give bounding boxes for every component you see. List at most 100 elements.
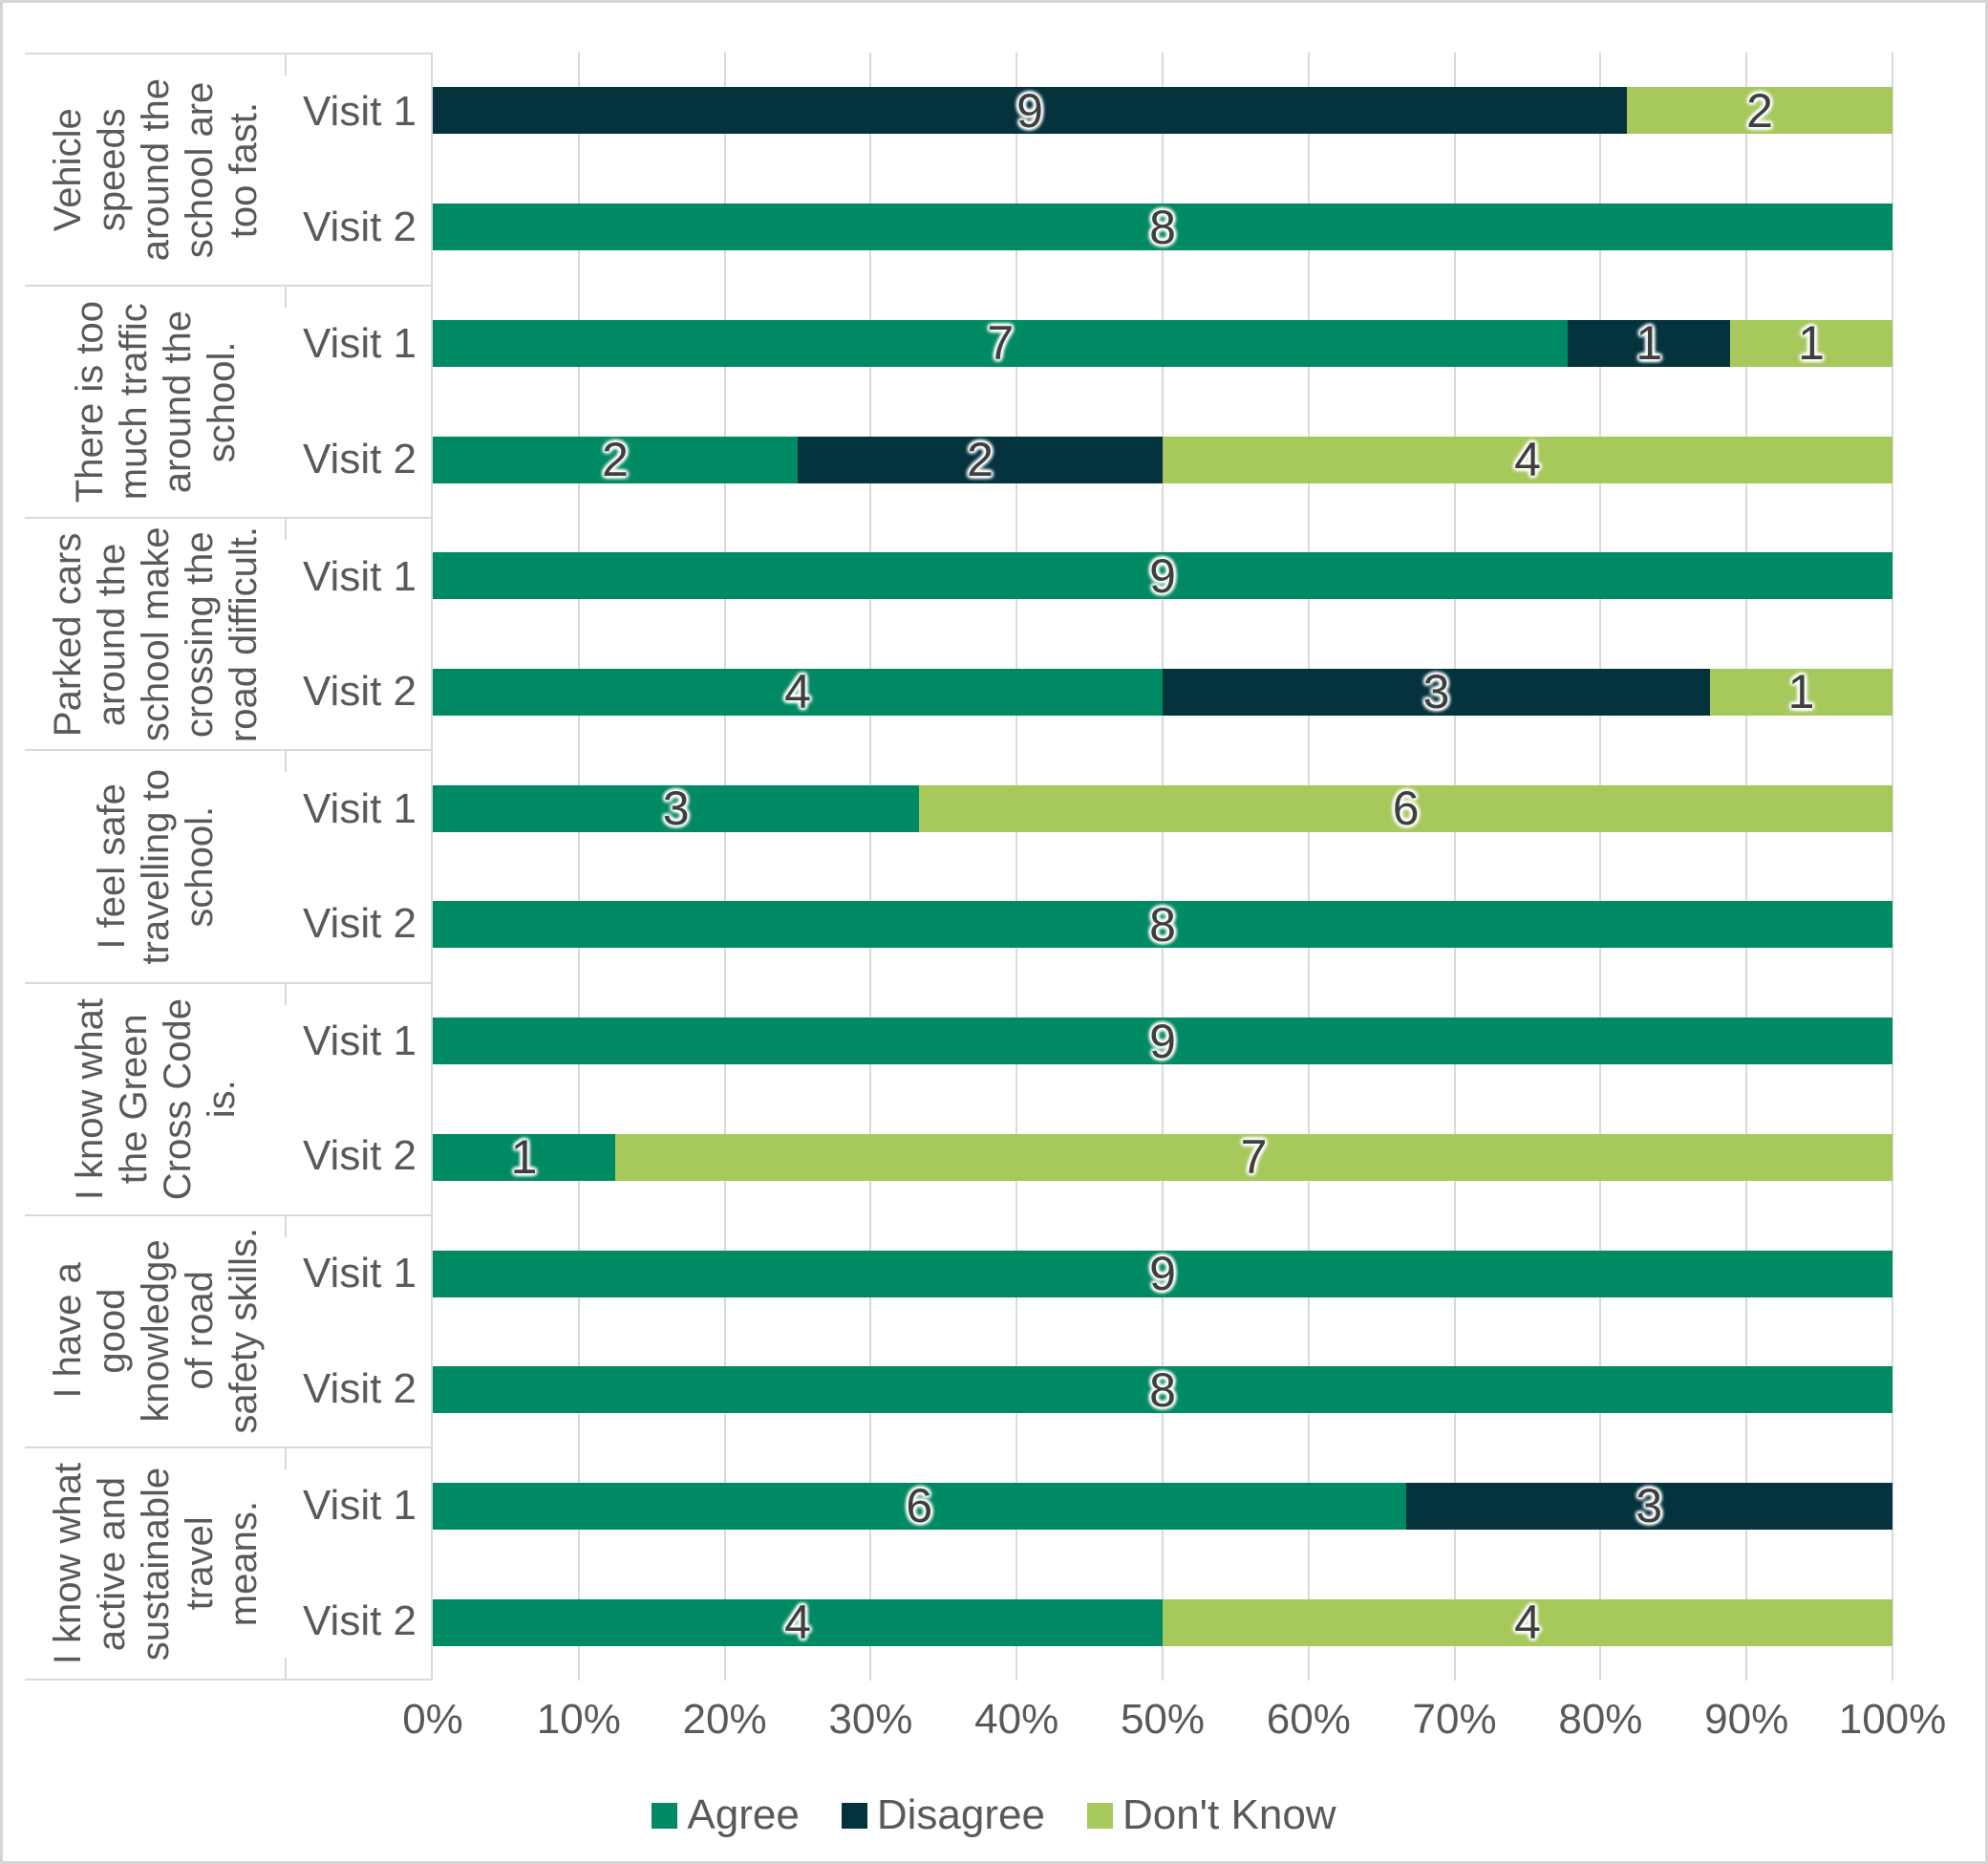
visit-cell: Visit 1 Visit 2 xyxy=(287,751,433,981)
data-label: 2 xyxy=(967,433,994,486)
x-axis-tick-label: 10% xyxy=(536,1696,621,1743)
x-axis: 0% 10% 20% 30% 40% 50% 60% 70% 80% 90% 100% xyxy=(402,1696,1946,1753)
bar-segment-disagree: 2 xyxy=(798,433,1163,486)
bar-segment-agree: 9 xyxy=(433,1247,1892,1300)
bar-segment-agree: 1 xyxy=(433,1130,615,1184)
bar-segment-agree: 4 xyxy=(433,1596,1163,1649)
x-axis-tick-label: 50% xyxy=(1120,1696,1206,1743)
bar-segment-agree: 4 xyxy=(433,665,1163,718)
legend-swatch-agree xyxy=(652,1802,678,1829)
gridline xyxy=(1599,53,1602,1681)
x-axis-tick-label: 60% xyxy=(1266,1696,1351,1743)
question-label: Parked cars around the school make cross… xyxy=(47,525,265,742)
data-label: 7 xyxy=(1240,1130,1268,1185)
question-cell: I have a good knowledge of road safety s… xyxy=(25,1216,287,1446)
bar-row: 8 xyxy=(433,1363,1892,1417)
visit-label: Visit 1 xyxy=(302,320,417,368)
question-label: I have a good knowledge of road safety s… xyxy=(47,1228,265,1435)
data-label: 8 xyxy=(1149,897,1176,952)
visit-label: Visit 1 xyxy=(302,784,417,832)
question-cell: I feel safe travelling to school. xyxy=(25,751,287,981)
x-axis-tick-label: 70% xyxy=(1412,1696,1497,1743)
gridline xyxy=(1162,53,1164,1681)
x-axis-tick-label: 30% xyxy=(828,1696,913,1743)
visit-label: Visit 2 xyxy=(302,900,417,948)
legend: Agree Disagree Don't Know xyxy=(3,1791,1985,1839)
visit-cell: Visit 1 Visit 2 xyxy=(287,287,433,517)
gridline xyxy=(1745,53,1748,1681)
question-cell: Vehicle speeds around the school are too… xyxy=(25,54,287,285)
visit-label: Visit 2 xyxy=(302,1132,417,1180)
bar-segment-dont-know: 6 xyxy=(919,782,1892,835)
question-cell: Parked cars around the school make cross… xyxy=(25,519,287,749)
data-label: 8 xyxy=(1149,1362,1176,1417)
visit-label: Visit 2 xyxy=(302,1364,417,1412)
bar-segment-disagree: 3 xyxy=(1163,665,1710,718)
bar-segment-agree: 3 xyxy=(433,782,920,835)
bar-segment-agree: 2 xyxy=(433,433,798,486)
data-label: 9 xyxy=(1149,1247,1176,1300)
gridline xyxy=(577,53,580,1681)
bar-segment-agree: 7 xyxy=(433,316,1569,370)
legend-label: Disagree xyxy=(876,1791,1045,1838)
data-label: 1 xyxy=(1798,316,1825,371)
visit-label: Visit 1 xyxy=(302,1017,417,1064)
question-label: Vehicle speeds around the school are too… xyxy=(47,77,265,262)
question-label: There is too much traffic around the sch… xyxy=(69,301,243,503)
data-label: 1 xyxy=(1635,316,1663,371)
bar-row: 8 xyxy=(433,201,1892,254)
data-label: 2 xyxy=(602,433,629,486)
x-axis-tick-label: 0% xyxy=(402,1696,463,1743)
legend-item: Don't Know xyxy=(1086,1791,1336,1839)
question-group: I know what active and sustainable trave… xyxy=(25,1446,433,1682)
gridline xyxy=(1015,53,1018,1681)
visit-label: Visit 1 xyxy=(302,552,417,600)
visit-label: Visit 2 xyxy=(302,203,417,250)
bar-row: 4 3 1 xyxy=(433,665,1892,718)
legend-label: Agree xyxy=(687,1791,800,1838)
visit-cell: Visit 1 Visit 2 xyxy=(287,54,433,285)
data-label: 9 xyxy=(1016,83,1043,138)
legend-swatch-dont-know xyxy=(1086,1802,1113,1829)
question-group: I know what the Green Cross Code is. Visi… xyxy=(25,981,433,1216)
bar-row: 7 1 1 xyxy=(433,316,1892,370)
question-label: I feel safe travelling to school. xyxy=(91,768,221,965)
bar-segment-agree: 9 xyxy=(433,1015,1892,1068)
bar-segment-agree: 6 xyxy=(433,1479,1406,1532)
bar-row: 8 xyxy=(433,898,1892,952)
data-label: 2 xyxy=(1746,83,1773,138)
bar-segment-disagree: 1 xyxy=(1568,316,1731,370)
bar-segment-dont-know: 4 xyxy=(1163,433,1892,486)
bar-segment-disagree: 9 xyxy=(433,84,1628,138)
gridline xyxy=(723,53,726,1681)
question-label: I know what active and sustainable trave… xyxy=(47,1462,265,1665)
question-group: I have a good knowledge of road safety s… xyxy=(25,1213,433,1448)
visit-cell: Visit 1 Visit 2 xyxy=(287,1216,433,1446)
legend-item: Disagree xyxy=(841,1791,1045,1839)
bar-row: 9 xyxy=(433,1015,1892,1068)
question-group: I feel safe travelling to school. Visit 1… xyxy=(25,749,433,984)
question-cell: There is too much traffic around the sch… xyxy=(25,287,287,517)
data-label: 4 xyxy=(1514,433,1541,486)
bar-segment-agree: 9 xyxy=(433,549,1892,603)
data-label: 1 xyxy=(510,1130,538,1185)
question-group: Parked cars around the school make cross… xyxy=(25,517,433,752)
bar-segment-disagree: 3 xyxy=(1405,1479,1892,1532)
visit-label: Visit 2 xyxy=(302,1596,417,1644)
data-label: 7 xyxy=(987,316,1015,371)
gridline xyxy=(869,53,872,1681)
data-label: 4 xyxy=(1514,1596,1541,1650)
data-label: 6 xyxy=(1392,782,1420,836)
data-label: 1 xyxy=(1787,665,1815,719)
x-axis-tick-label: 100% xyxy=(1838,1696,1947,1743)
legend-item: Agree xyxy=(652,1791,800,1839)
question-cell: I know what the Green Cross Code is. xyxy=(25,984,287,1214)
data-label: 3 xyxy=(662,782,690,836)
x-axis-tick-label: 90% xyxy=(1704,1696,1789,1743)
